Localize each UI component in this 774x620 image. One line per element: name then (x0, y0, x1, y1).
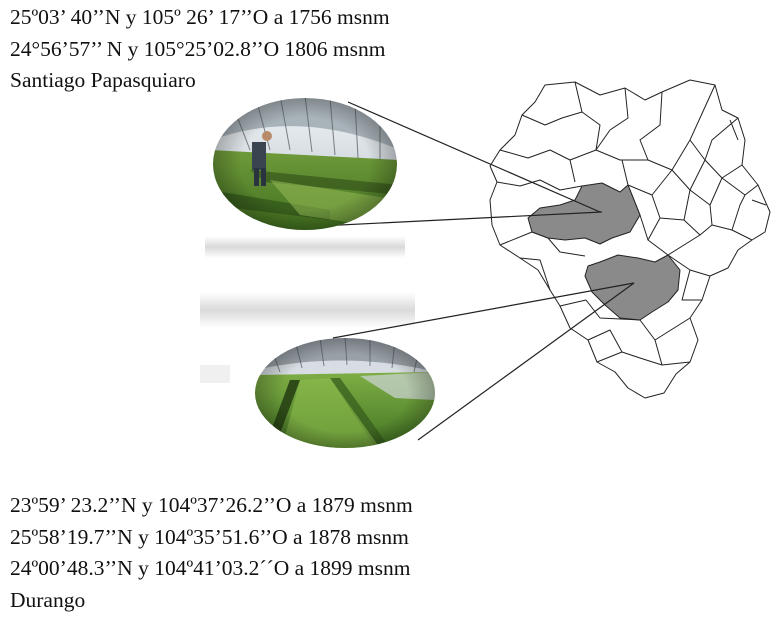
durango-state-map (489, 79, 771, 399)
coordinate-line: 25º03’ 40’’N y 105º 26’ 17’’O a 1756 msn… (10, 5, 390, 29)
greenhouse-photo-santiago (213, 98, 397, 230)
santiago-coordinates: 25º03’ 40’’N y 105º 26’ 17’’O a 1756 msn… (10, 2, 390, 97)
photo-reflection (200, 365, 230, 383)
callout-lines (319, 101, 635, 441)
coordinate-line: 24°56’57’’ N y 105°25’02.8’’O 1806 msnm (10, 36, 386, 61)
santiago-papasquiaro-municipality (527, 182, 641, 245)
durango-municipality (584, 254, 681, 321)
place-name: Santiago Papasquiaro (10, 68, 196, 92)
greenhouse-photo-durango (255, 338, 435, 448)
photo-reflection (205, 236, 405, 258)
photo-reflection (200, 292, 415, 328)
durango-coordinates: 23º59’ 23.2’’N y 104º37’26.2’’O a 1879 m… (10, 490, 413, 616)
coordinate-line: 23º59’ 23.2’’N y 104º37’26.2’’O a 1879 m… (10, 493, 413, 517)
state-outline (489, 79, 771, 399)
coordinate-line: 24º00’48.3’’N y 104º41’03.2´´O a 1899 ms… (10, 556, 411, 580)
coordinate-line: 25º58’19.7’’N y 104º35’51.6’’O a 1878 ms… (10, 524, 409, 549)
place-name: Durango (10, 587, 86, 612)
